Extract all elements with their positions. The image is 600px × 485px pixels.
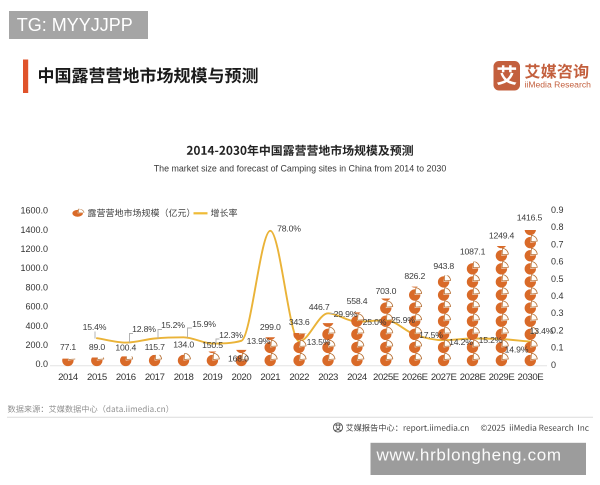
svg-text:150.5: 150.5 — [202, 340, 223, 350]
svg-text:15.2%: 15.2% — [479, 335, 503, 345]
svg-text:15.2%: 15.2% — [161, 320, 185, 330]
svg-text:1087.1: 1087.1 — [460, 247, 486, 257]
svg-text:2014: 2014 — [58, 372, 79, 383]
svg-text:2020: 2020 — [232, 372, 252, 383]
svg-text:1416.5: 1416.5 — [517, 213, 543, 223]
svg-text:200.0: 200.0 — [25, 340, 48, 350]
svg-text:343.6: 343.6 — [289, 317, 310, 327]
svg-text:2026E: 2026E — [402, 372, 428, 383]
svg-text:77.1: 77.1 — [60, 342, 76, 352]
svg-text:13.4%: 13.4% — [530, 326, 554, 336]
svg-text:558.4: 558.4 — [347, 296, 368, 306]
svg-text:1249.4: 1249.4 — [489, 231, 515, 241]
svg-text:100.4: 100.4 — [115, 343, 136, 353]
svg-text:25.9%: 25.9% — [391, 315, 415, 325]
svg-text:0.0: 0.0 — [35, 359, 48, 369]
svg-text:12.3%: 12.3% — [219, 330, 243, 340]
svg-text:0.8: 0.8 — [551, 222, 564, 232]
svg-text:14.2%: 14.2% — [449, 337, 473, 347]
svg-text:400.0: 400.0 — [25, 321, 48, 331]
svg-text:2027E: 2027E — [431, 372, 457, 383]
svg-text:2025E: 2025E — [373, 372, 399, 383]
svg-text:299.0: 299.0 — [260, 322, 281, 332]
svg-text:1000.0: 1000.0 — [20, 263, 48, 273]
svg-text:115.7: 115.7 — [145, 342, 165, 352]
svg-text:0.1: 0.1 — [551, 343, 564, 353]
svg-text:2021: 2021 — [260, 372, 280, 383]
svg-text:TG: MYYJJPP: TG: MYYJJPP — [17, 15, 133, 35]
svg-text:703.0: 703.0 — [376, 286, 397, 296]
svg-text:2016: 2016 — [116, 372, 136, 383]
svg-text:0.5: 0.5 — [551, 274, 564, 284]
svg-text:826.2: 826.2 — [404, 271, 425, 281]
svg-text:0.6: 0.6 — [551, 257, 564, 267]
svg-text:14.9%: 14.9% — [505, 345, 529, 355]
svg-text:2018: 2018 — [174, 372, 194, 383]
svg-text:0.2: 0.2 — [551, 325, 564, 335]
svg-text:78.0%: 78.0% — [277, 224, 301, 234]
svg-text:168.0: 168.0 — [228, 354, 249, 364]
svg-text:13.5%: 13.5% — [307, 337, 331, 347]
svg-text:www.hrblongheng.com: www.hrblongheng.com — [376, 445, 562, 464]
svg-text:0.4: 0.4 — [551, 291, 564, 301]
svg-text:2030E: 2030E — [518, 372, 544, 383]
svg-text:2024: 2024 — [347, 372, 368, 383]
svg-text:12.8%: 12.8% — [132, 324, 156, 334]
svg-text:15.4%: 15.4% — [83, 322, 107, 332]
svg-text:2022: 2022 — [289, 372, 309, 383]
svg-text:89.0: 89.0 — [89, 342, 105, 352]
svg-text:0.7: 0.7 — [551, 239, 564, 249]
svg-text:0.9: 0.9 — [551, 205, 564, 215]
svg-text:17.5%: 17.5% — [419, 330, 443, 340]
svg-text:1200.0: 1200.0 — [20, 244, 48, 254]
svg-text:29.9%: 29.9% — [334, 309, 358, 319]
svg-text:800.0: 800.0 — [25, 282, 48, 292]
svg-text:943.8: 943.8 — [433, 261, 454, 271]
svg-text:134.0: 134.0 — [173, 340, 194, 350]
svg-text:2015: 2015 — [87, 372, 107, 383]
svg-text:0.3: 0.3 — [551, 308, 564, 318]
svg-text:iiMedia Research: iiMedia Research — [525, 80, 592, 90]
svg-text:600.0: 600.0 — [25, 302, 48, 312]
svg-text:0: 0 — [551, 360, 556, 370]
svg-text:25.0%: 25.0% — [363, 317, 387, 327]
svg-text:446.7: 446.7 — [309, 302, 330, 312]
svg-text:2023: 2023 — [318, 372, 338, 383]
svg-text:2019: 2019 — [203, 372, 223, 383]
svg-text:2028E: 2028E — [460, 372, 486, 383]
svg-text:2017: 2017 — [145, 372, 165, 383]
svg-text:1400.0: 1400.0 — [20, 225, 48, 235]
svg-text:15.9%: 15.9% — [192, 319, 216, 329]
svg-text:13.9%: 13.9% — [247, 336, 271, 346]
svg-text:The market size and forecast o: The market size and forecast of Camping … — [154, 163, 447, 173]
svg-text:1600.0: 1600.0 — [20, 206, 48, 216]
svg-text:2029E: 2029E — [489, 372, 515, 383]
